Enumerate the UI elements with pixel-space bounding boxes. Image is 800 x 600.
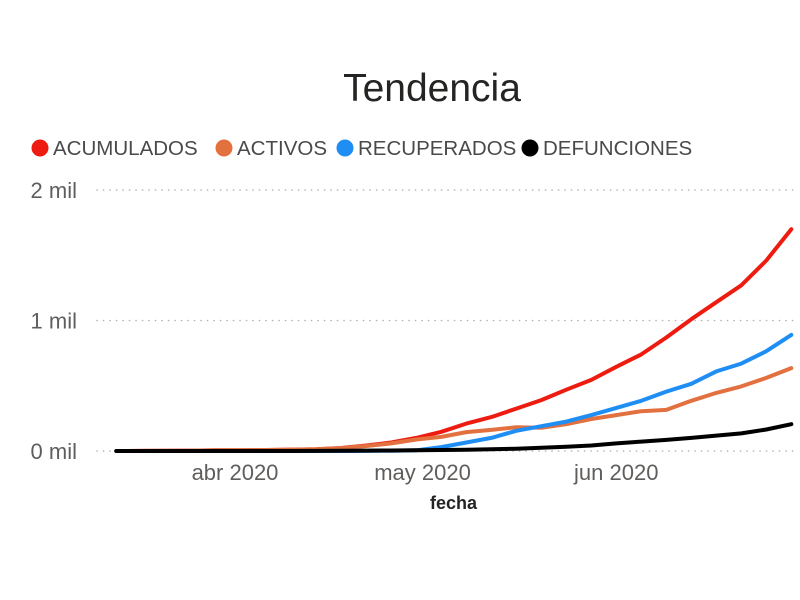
legend-item-recuperados[interactable]: RECUPERADOS — [336, 137, 517, 160]
legend-marker-recuperados — [336, 139, 354, 157]
legend-label-defunciones: DEFUNCIONES — [543, 137, 692, 160]
legend-label-acumulados: ACUMULADOS — [53, 137, 198, 160]
legend: ACUMULADOS ACTIVOS RECUPERADOS DEFUNCION… — [31, 137, 693, 160]
x-tick-label: jun 2020 — [573, 460, 658, 485]
series-line-acumulados[interactable] — [114, 227, 794, 453]
x-axis: abr 2020 may 2020 jun 2020 fecha — [192, 460, 659, 513]
legend-label-activos: ACTIVOS — [237, 137, 327, 160]
chart-title: Tendencia — [343, 67, 521, 110]
legend-marker-activos — [215, 139, 233, 157]
plot-area — [114, 227, 794, 453]
legend-item-acumulados[interactable]: ACUMULADOS — [31, 137, 198, 160]
y-tick-label: 1 mil — [31, 309, 77, 334]
x-axis-title: fecha — [430, 493, 478, 513]
legend-item-defunciones[interactable]: DEFUNCIONES — [521, 137, 693, 160]
legend-item-activos[interactable]: ACTIVOS — [215, 137, 328, 160]
legend-marker-acumulados — [31, 139, 49, 157]
y-tick-label: 2 mil — [31, 178, 77, 203]
x-tick-label: abr 2020 — [192, 460, 279, 485]
y-tick-label: 0 mil — [31, 439, 77, 464]
x-tick-label: may 2020 — [374, 460, 471, 485]
legend-label-recuperados: RECUPERADOS — [358, 137, 516, 160]
series-line-defunciones[interactable] — [114, 422, 794, 453]
y-axis: 0 mil 1 mil 2 mil — [31, 178, 77, 464]
legend-marker-defunciones — [521, 139, 539, 157]
